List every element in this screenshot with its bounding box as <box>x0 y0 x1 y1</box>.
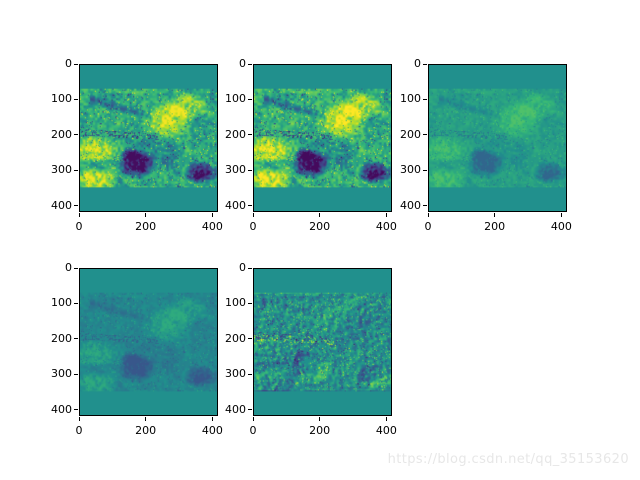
y-tick-label: 100 <box>400 92 421 106</box>
y-tick-label: 0 <box>65 57 72 70</box>
y-tick-label: 200 <box>51 127 72 141</box>
x-tick-label: 0 <box>75 220 83 233</box>
y-tick-label: 100 <box>51 296 72 310</box>
x-tick <box>211 417 213 421</box>
x-tick-label: 400 <box>375 424 397 437</box>
x-tick <box>494 213 496 217</box>
y-tick <box>74 373 78 375</box>
y-tick-label: 100 <box>51 92 72 106</box>
y-tick-label: 300 <box>51 367 72 381</box>
y-tick <box>423 134 427 136</box>
x-tick-label: 0 <box>424 220 432 233</box>
image-panel-3 <box>429 65 566 211</box>
x-tick-label: 200 <box>309 424 331 437</box>
y-tick-label: 0 <box>239 261 246 274</box>
image-panel-1 <box>80 65 217 211</box>
x-tick-label: 400 <box>201 220 223 233</box>
x-tick-label: 200 <box>484 220 506 233</box>
y-tick <box>74 267 78 269</box>
x-tick <box>252 417 254 421</box>
image-panel-5 <box>254 269 391 415</box>
y-tick-label: 200 <box>225 331 246 345</box>
y-tick-label: 0 <box>239 57 246 70</box>
y-tick <box>74 205 78 207</box>
y-tick-label: 200 <box>400 127 421 141</box>
y-tick-label: 300 <box>225 163 246 177</box>
y-tick <box>248 134 252 136</box>
y-tick <box>74 338 78 340</box>
x-tick <box>319 417 321 421</box>
y-tick <box>248 63 252 65</box>
x-tick-label: 200 <box>309 220 331 233</box>
axes-4 <box>79 268 218 416</box>
y-tick <box>248 169 252 171</box>
y-tick <box>248 205 252 207</box>
x-tick <box>385 417 387 421</box>
y-tick <box>74 134 78 136</box>
y-tick-label: 300 <box>51 163 72 177</box>
y-tick-label: 200 <box>225 127 246 141</box>
x-tick <box>78 417 80 421</box>
x-tick <box>211 213 213 217</box>
y-tick-label: 300 <box>400 163 421 177</box>
x-tick <box>427 213 429 217</box>
y-tick <box>74 169 78 171</box>
x-tick <box>145 417 147 421</box>
y-tick <box>248 302 252 304</box>
y-tick-label: 400 <box>51 402 72 416</box>
x-tick <box>560 213 562 217</box>
y-tick-label: 0 <box>65 261 72 274</box>
axes-3 <box>428 64 567 212</box>
x-tick-label: 200 <box>135 220 157 233</box>
x-tick-label: 0 <box>249 424 257 437</box>
x-tick-label: 400 <box>375 220 397 233</box>
y-tick <box>423 63 427 65</box>
x-tick <box>78 213 80 217</box>
axes-1 <box>79 64 218 212</box>
image-panel-4 <box>80 269 217 415</box>
x-tick <box>319 213 321 217</box>
y-tick-label: 400 <box>51 198 72 212</box>
y-tick <box>248 338 252 340</box>
x-tick <box>145 213 147 217</box>
axes-5 <box>253 268 392 416</box>
y-tick <box>248 98 252 100</box>
y-tick <box>248 267 252 269</box>
y-tick-label: 400 <box>400 198 421 212</box>
csdn-watermark: https://blog.csdn.net/qq_35153620 <box>387 452 629 467</box>
x-tick-label: 0 <box>249 220 257 233</box>
y-tick <box>248 409 252 411</box>
y-tick-label: 0 <box>414 57 421 70</box>
y-tick <box>423 98 427 100</box>
y-tick <box>74 302 78 304</box>
y-tick <box>74 409 78 411</box>
y-tick-label: 400 <box>225 198 246 212</box>
image-panel-2 <box>254 65 391 211</box>
y-tick-label: 200 <box>51 331 72 345</box>
y-tick-label: 400 <box>225 402 246 416</box>
x-tick <box>252 213 254 217</box>
y-tick <box>74 98 78 100</box>
y-tick <box>248 373 252 375</box>
y-tick-label: 100 <box>225 92 246 106</box>
x-tick-label: 0 <box>75 424 83 437</box>
y-tick-label: 300 <box>225 367 246 381</box>
x-tick-label: 400 <box>550 220 572 233</box>
y-tick <box>423 169 427 171</box>
y-tick <box>423 205 427 207</box>
axes-2 <box>253 64 392 212</box>
x-tick <box>385 213 387 217</box>
x-tick-label: 200 <box>135 424 157 437</box>
y-tick-label: 100 <box>225 296 246 310</box>
x-tick-label: 400 <box>201 424 223 437</box>
y-tick <box>74 63 78 65</box>
